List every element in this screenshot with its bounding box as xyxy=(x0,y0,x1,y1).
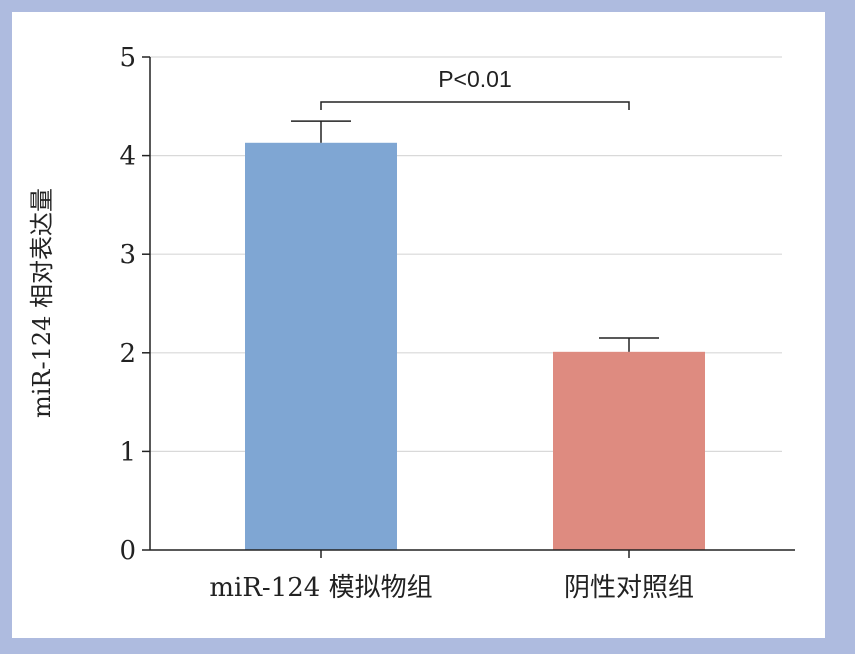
error-bars xyxy=(291,120,659,352)
bar xyxy=(553,351,705,550)
x-ticks: miR-124 模拟物组 阴性对照组 xyxy=(209,550,694,603)
y-tick-label: 5 xyxy=(119,43,136,73)
significance-bracket-line xyxy=(320,101,630,110)
y-ticks: 0 1 2 3 4 5 xyxy=(119,43,150,566)
y-tick-label: 1 xyxy=(119,437,136,467)
y-axis-label: miR-124 相对表达量 xyxy=(28,188,56,418)
x-tick-label: miR-124 模拟物组 xyxy=(209,573,432,603)
y-tick-label: 3 xyxy=(119,240,136,270)
bars xyxy=(245,142,705,551)
significance-label: P<0.01 xyxy=(438,66,512,92)
y-tick-label: 4 xyxy=(119,142,136,172)
y-tick-label: 2 xyxy=(119,339,136,369)
x-tick-label: 阴性对照组 xyxy=(564,573,694,603)
y-tick-label: 0 xyxy=(119,536,136,566)
bar xyxy=(245,142,397,551)
significance-bracket xyxy=(320,101,630,110)
